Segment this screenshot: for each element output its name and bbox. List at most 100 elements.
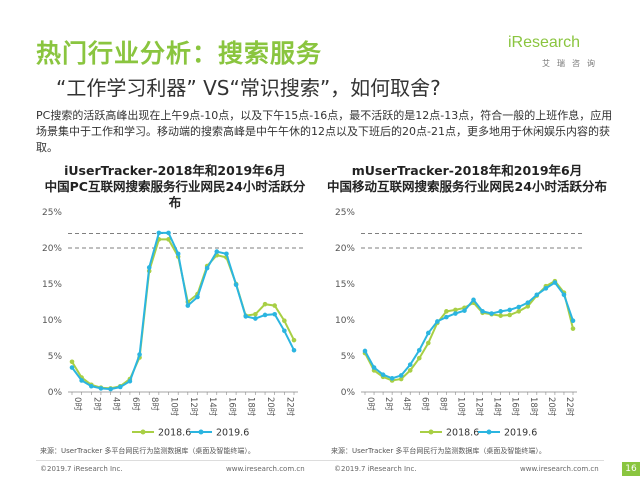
chart2-series-2019.6-point (389, 376, 395, 381)
logo-wordmark: iResearch (508, 34, 581, 51)
chart2-x-tick-label: 10时 (455, 397, 466, 417)
chart1-series-2019.6-point (243, 314, 249, 319)
page-title: 热门行业分析：搜索服务 (36, 39, 323, 68)
chart1-series-2019.6-point (137, 352, 142, 357)
chart1-y-tick-label: 20% (42, 244, 62, 254)
chart1-y-tick-label: 0% (48, 388, 63, 398)
chart1-series-2019.6-point (253, 316, 258, 321)
chart2-x-tick-label: 20时 (546, 397, 557, 417)
footer-url-left[interactable]: www.iresearch.com.cn (226, 465, 305, 473)
chart2-series-2019.6-point (498, 309, 503, 314)
page-number: 16 (622, 462, 640, 476)
chart1-legend-label: 2019.6 (216, 428, 249, 439)
chart2-series-2019.6-point (507, 307, 512, 313)
chart2-series-2018.6-point (453, 307, 458, 313)
chart2-x-tick-label: 0时 (365, 397, 376, 411)
chart2-series-2019.6-point (407, 362, 413, 367)
page-description: PC搜索的活跃高峰出现在上午9点-10点，以及下午15点-16点，最不活跃的是1… (36, 109, 613, 154)
chart1-series-2018.6-point (262, 301, 268, 307)
chart1-legend-marker (140, 429, 146, 435)
chart2-legend-label: 2018.6 (446, 428, 479, 439)
chart1-y-tick-label: 5% (48, 352, 63, 362)
page-subtitle: “工作学习利器” VS“常识搜索”，如何取舍? (56, 76, 441, 100)
chart2-series-2019.6-point (516, 304, 522, 310)
chart2-x-tick-label: 6时 (419, 397, 430, 411)
chart1-x-tick-label: 6时 (130, 397, 141, 411)
chart1-series-2019.6-point (79, 378, 84, 383)
chart1-series-2019.6-point (233, 282, 239, 288)
chart2-series-2019.6-point (444, 314, 449, 320)
chart2-y-tick-label: 20% (335, 244, 355, 254)
chart2-series-2019.6-line (364, 281, 574, 380)
chart2-series-2018.6-point (570, 326, 576, 331)
chart2-subtitle: 中国移动互联网搜索服务行业网民24小时活跃分布 (327, 179, 607, 194)
chart2-y-tick-label: 5% (341, 352, 356, 362)
chart2-x-tick-label: 16时 (510, 397, 521, 417)
chart1-x-tick-label: 16时 (226, 397, 237, 417)
chart2-series-2019.6-point (462, 308, 467, 313)
chart2-series-2019.6-point (534, 292, 540, 298)
chart1-series-2019.6-point (185, 303, 191, 308)
chart2-legend-marker (428, 429, 434, 435)
chart2-x-tick-label: 12时 (474, 397, 485, 417)
chart1-x-tick-label: 18时 (246, 397, 257, 417)
chart2-series-2019.6-point (561, 292, 567, 298)
chart1-series-2019.6-point (166, 230, 171, 236)
chart1-source: 来源：UserTracker 多平台网民行为监测数据库（桌面及智能终端）。 (40, 447, 255, 455)
footer-copyright-left: ©2019.7 iResearch Inc. (40, 465, 123, 473)
chart1-x-tick-label: 8时 (149, 397, 160, 411)
chart1-y-tick-label: 10% (42, 316, 62, 326)
chart2-x-tick-label: 14时 (492, 397, 503, 417)
chart2-x-tick-label: 22时 (564, 397, 575, 417)
chart1-series-2019.6-point (156, 230, 162, 236)
chart2-series-2018.6-point (525, 304, 531, 309)
chart2-series-2018.6-point (398, 376, 404, 382)
chart2-title-block: mUserTracker-2018年和2019年6月 中国移动互联网搜索服务行业… (322, 163, 612, 195)
chart2-x-tick-label: 8时 (437, 397, 448, 411)
footer-copyright-right: ©2019.7 iResearch Inc. (334, 465, 417, 473)
chart1-series-2019.6-point (146, 265, 152, 270)
chart1-series-2018.6-point (69, 359, 75, 365)
logo-subtext: 艾瑞咨询 (542, 59, 602, 68)
chart2-series-2019.6-point (570, 318, 576, 324)
chart1-series-2019.6-point (204, 265, 210, 271)
chart2-series-2018.6-point (444, 309, 449, 314)
chart1-series-2019.6-point (89, 383, 94, 389)
chart1-series-2019.6-point (282, 328, 287, 334)
iresearch-logo: iResearch 艾瑞咨询 (508, 34, 618, 74)
chart1-series-2019.6-point (262, 312, 268, 318)
chart2-series-2019.6-point (525, 300, 531, 306)
chart1-series-2019.6-point (98, 386, 104, 391)
chart2-series-2019.6-point (453, 311, 458, 316)
chart1-y-tick-label: 15% (42, 280, 62, 290)
chart1-x-tick-label: 10时 (169, 397, 180, 417)
chart1-series-2018.6-point (253, 311, 258, 317)
chart2-series-2018.6-point (516, 309, 522, 314)
chart1-series-2019.6-point (224, 251, 229, 257)
chart1-series-2019.6-point (291, 347, 297, 353)
chart1-legend-marker (198, 429, 204, 435)
chart2-x-tick-label: 2时 (383, 397, 394, 411)
chart2-series-2019.6-point (371, 365, 377, 370)
chart1-series-2019.6-point (127, 378, 133, 384)
chart1-series-2018.6-point (291, 337, 297, 343)
chart1-series-2018.6-point (166, 237, 171, 242)
chart2-series-2019.6-point (489, 311, 494, 316)
chart2-series-2018.6-point (416, 355, 422, 361)
chart1-x-tick-label: 12时 (188, 397, 199, 417)
chart1-series-2019.6-point (108, 386, 113, 392)
chart1-series-2019.6-point (175, 251, 181, 257)
footer-url-right[interactable]: www.iresearch.com.cn (520, 465, 599, 473)
chart1-x-tick-label: 4时 (111, 397, 122, 411)
chart1-series-2019.6-line (71, 231, 295, 391)
chart1-series-2019.6-point (214, 249, 220, 254)
chart2-y-tick-label: 25% (335, 208, 355, 218)
chart1-legend-label: 2018.6 (158, 428, 191, 439)
chart1-x-tick-label: 20时 (265, 397, 276, 417)
chart1-x-tick-label: 14时 (207, 397, 218, 417)
chart2-series-2019.6-point (552, 280, 558, 285)
chart2-series-2019.6-point (543, 286, 549, 291)
chart1-y-tick-label: 25% (42, 208, 62, 218)
chart2-legend-label: 2019.6 (504, 428, 537, 439)
